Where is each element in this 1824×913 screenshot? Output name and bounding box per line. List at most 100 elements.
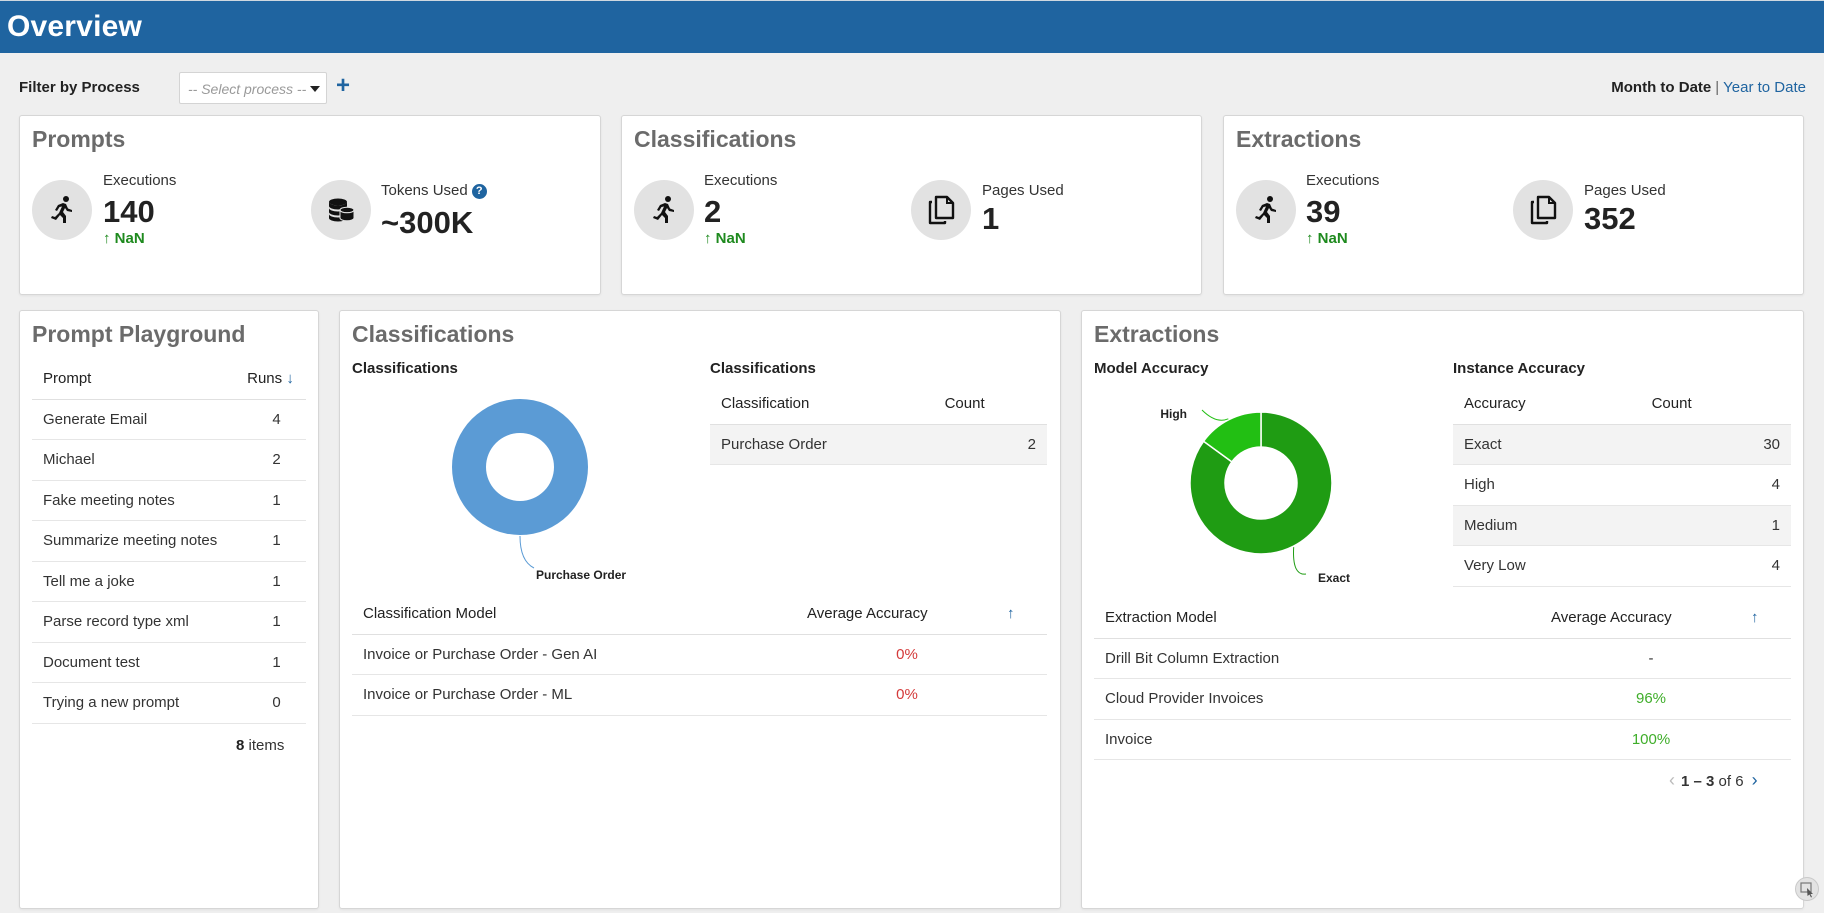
column-header-extraction-model[interactable]: Extraction Model [1094, 598, 1551, 639]
slice-label: High [1160, 407, 1187, 421]
empty-cell [1007, 674, 1047, 716]
classifications-summary-card: Classifications Executions 2 ↑ NaN Pages… [621, 115, 1202, 295]
classifications-donut-chart: Purchase Order [452, 399, 626, 582]
pages-used-value: 352 [1584, 201, 1636, 236]
pages-used-label: Pages Used [982, 182, 1064, 199]
pages-copy-icon [1513, 180, 1573, 240]
prompt-name-cell: Michael [32, 439, 248, 481]
add-process-button[interactable]: + [336, 72, 351, 99]
average-accuracy-cell: 100% [1551, 719, 1751, 760]
runs-count-cell: 1 [247, 601, 306, 643]
feedback-cursor-icon[interactable] [1795, 877, 1819, 901]
slice-label: Exact [1318, 571, 1350, 585]
period-selector: Month to Date | Year to Date [1611, 79, 1806, 96]
table-header-row: Extraction Model Average Accuracy ↑ [1094, 598, 1791, 639]
table-row: Medium 1 [1453, 505, 1791, 546]
classifications-table-title: Classifications [710, 360, 816, 377]
items-count-value: 8 [236, 737, 245, 754]
table-row: Summarize meeting notes 1 [32, 520, 306, 562]
process-select-placeholder: -- Select process -- [188, 81, 307, 97]
executions-trend-value: NaN [114, 230, 145, 247]
prompts-summary-card: Prompts Executions 140 ↑ NaN Tokens Used… [19, 115, 601, 295]
executions-trend-value: NaN [715, 230, 746, 247]
column-header-runs[interactable]: Runs ↓ [247, 359, 306, 400]
runs-count-cell: 0 [247, 682, 306, 724]
prompt-playground-card: Prompt Playground Prompt Runs ↓ Generate… [19, 310, 319, 909]
sort-ascending-icon[interactable]: ↑ [1007, 594, 1047, 635]
extractions-panel: Extractions Model Accuracy Exact High Ins… [1081, 310, 1804, 909]
empty-cell [1007, 634, 1047, 675]
card-title: Classifications [352, 321, 515, 347]
month-to-date-option[interactable]: Month to Date [1611, 79, 1712, 96]
table-row: Cloud Provider Invoices 96% [1094, 678, 1791, 720]
table-row: Very Low 4 [1453, 545, 1791, 587]
runs-count-cell: 1 [247, 480, 306, 521]
process-select[interactable]: -- Select process -- [179, 72, 327, 104]
table-row: Exact 30 [1453, 424, 1791, 465]
accuracy-level-cell: High [1453, 464, 1652, 506]
executions-value: 39 [1306, 194, 1341, 229]
instance-accuracy-title: Instance Accuracy [1453, 360, 1586, 377]
column-header-accuracy[interactable]: Accuracy [1453, 384, 1652, 425]
arrow-up-icon: ↑ [704, 230, 712, 247]
prompt-name-cell: Fake meeting notes [32, 480, 248, 521]
runs-count-cell: 1 [247, 520, 306, 562]
tokens-used-value: ~300K [381, 205, 474, 240]
column-header-classification-model[interactable]: Classification Model [352, 594, 807, 635]
classification-cell: Purchase Order [710, 424, 945, 465]
chevron-right-icon[interactable]: › [1751, 770, 1758, 790]
column-header-count[interactable]: Count [944, 384, 1047, 425]
slice-label: Purchase Order [536, 568, 626, 582]
column-header-count[interactable]: Count [1651, 384, 1791, 425]
sort-descending-icon[interactable]: ↓ [286, 370, 294, 388]
model-accuracy-donut-chart: Exact High [1160, 407, 1350, 585]
count-cell: 2 [944, 424, 1047, 465]
average-accuracy-cell: - [1551, 638, 1751, 679]
accuracy-level-cell: Exact [1453, 424, 1652, 465]
runner-icon [1236, 180, 1296, 240]
donut-slice-high[interactable] [1202, 411, 1262, 463]
sort-ascending-icon[interactable]: ↑ [1751, 598, 1791, 639]
prompt-name-cell: Tell me a joke [32, 561, 248, 602]
extractions-summary-card: Extractions Executions 39 ↑ NaN Pages Us… [1223, 115, 1804, 295]
model-name-cell: Drill Bit Column Extraction [1094, 638, 1551, 679]
classifications-count-table: Classification Count Purchase Order 2 [710, 384, 1047, 465]
runs-count-cell: 2 [247, 439, 306, 481]
table-row: Parse record type xml 1 [32, 601, 306, 643]
chevron-left-icon[interactable]: ‹ [1669, 770, 1675, 790]
table-row: Document test 1 [32, 642, 306, 683]
accuracy-level-cell: Very Low [1453, 545, 1652, 587]
pager-range: 1 – 3 [1681, 773, 1715, 790]
year-to-date-link[interactable]: Year to Date [1723, 79, 1806, 96]
column-header-prompt[interactable]: Prompt [32, 359, 248, 400]
caret-down-icon[interactable] [310, 86, 320, 92]
runs-count-cell: 1 [247, 561, 306, 602]
prompt-name-cell: Trying a new prompt [32, 682, 248, 724]
label-leader-line [519, 535, 535, 569]
donut-slice-exact[interactable] [1189, 411, 1333, 555]
table-row: Drill Bit Column Extraction - [1094, 638, 1791, 679]
table-header-row: Prompt Runs ↓ [32, 359, 306, 400]
column-header-average-accuracy[interactable]: Average Accuracy [1551, 598, 1751, 639]
card-title: Classifications [634, 126, 797, 152]
table-row: Fake meeting notes 1 [32, 480, 306, 521]
table-row: Generate Email 4 [32, 399, 306, 440]
card-title: Extractions [1094, 321, 1220, 347]
prompt-name-cell: Generate Email [32, 399, 248, 440]
instance-accuracy-table: Accuracy Count Exact 30 High 4 Medium 1 Very L… [1453, 384, 1791, 587]
table-header-row: Classification Model Average Accuracy ↑ [352, 594, 1047, 635]
pagination: ‹ 1 – 3 of 6 › [1669, 770, 1758, 791]
pages-copy-icon [911, 180, 971, 240]
executions-label: Executions [704, 172, 778, 189]
help-icon[interactable]: ? [471, 184, 487, 199]
donut-slice-purchase-order[interactable] [452, 399, 588, 535]
sort-icon: ↑ [1751, 609, 1759, 627]
classifications-panel: Classifications Classifications Purchase… [339, 310, 1061, 909]
column-header-average-accuracy[interactable]: Average Accuracy [807, 594, 1007, 635]
executions-label: Executions [103, 172, 177, 189]
table-row: Invoice or Purchase Order - Gen AI 0% [352, 634, 1047, 675]
column-header-classification[interactable]: Classification [710, 384, 945, 425]
model-name-cell: Invoice or Purchase Order - ML [352, 674, 807, 716]
label-leader-line [1201, 409, 1229, 421]
model-name-cell: Invoice [1094, 719, 1551, 760]
